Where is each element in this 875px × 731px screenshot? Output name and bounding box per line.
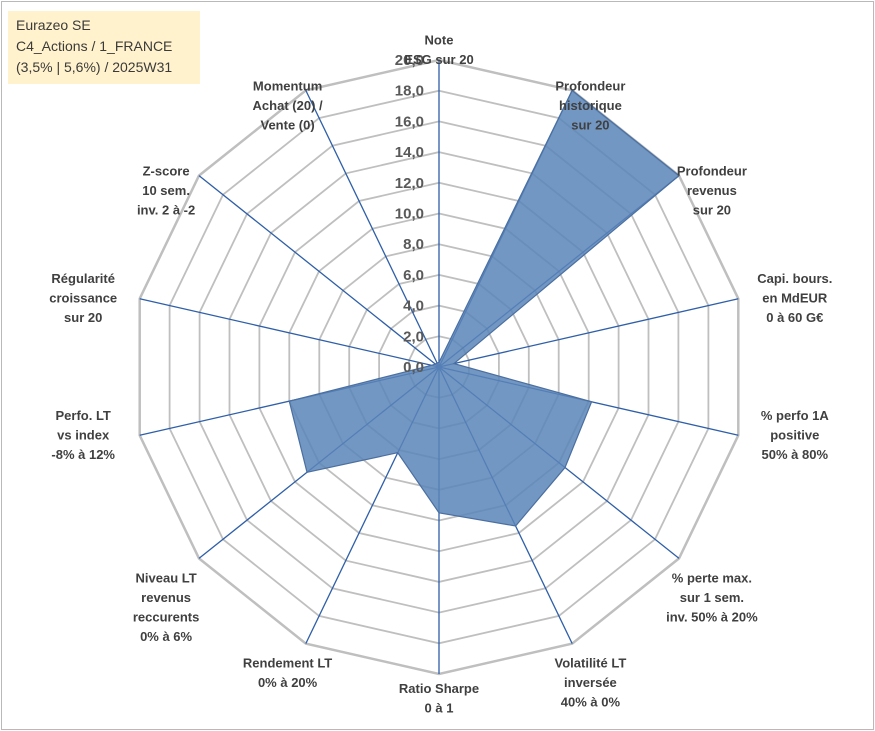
axis-label: Ratio Sharpe 0 à 1 xyxy=(399,681,479,716)
tick-label: 16,0 xyxy=(395,113,424,130)
axis-spoke xyxy=(438,298,739,368)
axis-label-line: 40% à 0% xyxy=(561,695,621,710)
axis-label-line: vs index xyxy=(57,427,110,442)
axis-label-line: Profondeur xyxy=(555,78,625,93)
chart-title-box: Eurazeo SE C4_Actions / 1_FRANCE (3,5% |… xyxy=(8,11,200,84)
axis-label-line: revenus xyxy=(141,590,191,605)
axis-label-line: Vente (0) xyxy=(261,117,315,132)
axis-label-line: inv. 50% à 20% xyxy=(666,609,758,624)
axis-label-line: Niveau LT xyxy=(136,570,197,585)
axis-label-line: 0% à 6% xyxy=(140,629,192,644)
axis-label-line: Note xyxy=(425,32,454,47)
axis-label: Régularité croissance sur 20 xyxy=(49,271,117,325)
axis-label-line: sur 1 sem. xyxy=(680,590,744,605)
axis-label-layer: Note ESG sur 20 Profondeur historique sur 20… xyxy=(49,32,832,715)
tick-label: 12,0 xyxy=(395,175,424,192)
axis-label-line: revenus xyxy=(687,183,737,198)
series-layer xyxy=(288,89,680,527)
axis-label: Profondeur revenus sur 20 xyxy=(677,164,747,218)
axis-label: Profondeur historique sur 20 xyxy=(555,78,625,132)
axis-label: Momentum Achat (20) / Vente (0) xyxy=(253,78,323,132)
title-line-1: Eurazeo SE xyxy=(16,17,91,33)
axis-label-line: % perte max. xyxy=(672,570,752,585)
axis-label-line: Régularité xyxy=(51,271,115,286)
tick-label-layer: 0,0 2,0 4,0 6,0 8,0 10,0 12,0 14,0 16,0 18,0 20,0 xyxy=(395,52,424,376)
axis-label-line: Achat (20) / xyxy=(253,98,323,113)
axis-label: % perfo 1A positive 50% à 80% xyxy=(761,408,830,462)
axis-label-line: 50% à 80% xyxy=(762,447,829,462)
axis-label-line: 10 sem. xyxy=(142,183,190,198)
axis-label-line: 0% à 20% xyxy=(258,675,318,690)
axis-label-line: 0 à 60 G€ xyxy=(766,310,823,325)
axis-label-line: Z-score xyxy=(143,164,190,179)
axis-spoke xyxy=(198,175,440,368)
axis-label-line: en MdEUR xyxy=(762,291,828,306)
axis-label-line: Volatilité LT xyxy=(555,656,627,671)
tick-label: 2,0 xyxy=(403,328,424,345)
axis-label-line: Momentum xyxy=(253,78,322,93)
axis-label-line: -8% à 12% xyxy=(51,447,115,462)
axis-label-line: positive xyxy=(770,427,819,442)
axis-label-line: Profondeur xyxy=(677,164,747,179)
axis-label: Rendement LT 0% à 20% xyxy=(243,656,332,691)
axis-label: Niveau LT revenus reccurents 0% à 6% xyxy=(133,570,199,644)
axis-label-line: Ratio Sharpe xyxy=(399,681,479,696)
axis-label-line: Rendement LT xyxy=(243,656,332,671)
axis-label-line: historique xyxy=(559,98,622,113)
axis-label: % perte max. sur 1 sem. inv. 50% à 20% xyxy=(666,570,758,624)
axis-label-line: sur 20 xyxy=(64,310,102,325)
tick-label: 10,0 xyxy=(395,206,424,223)
series-area xyxy=(288,89,680,527)
axis-label: Volatilité LT inversée 40% à 0% xyxy=(555,656,627,710)
tick-label: 6,0 xyxy=(403,267,424,284)
axis-spoke xyxy=(305,90,440,368)
axis-label-line: croissance xyxy=(49,291,117,306)
axis-label: Z-score 10 sem. inv. 2 à -2 xyxy=(137,164,195,218)
axis-label-line: Capi. bours. xyxy=(757,271,832,286)
title-line-3: (3,5% | 5,6%) / 2025W31 xyxy=(16,59,173,75)
axis-label-line: 0 à 1 xyxy=(425,700,454,715)
tick-label: 20,0 xyxy=(395,52,424,69)
tick-label: 0,0 xyxy=(403,359,424,376)
axis-label: Note ESG sur 20 xyxy=(404,32,473,67)
axis-label: Capi. bours. en MdEUR 0 à 60 G€ xyxy=(757,271,832,325)
tick-label: 4,0 xyxy=(403,298,424,315)
axis-label-line: sur 20 xyxy=(571,117,609,132)
tick-label: 18,0 xyxy=(395,83,424,100)
tick-label: 14,0 xyxy=(395,144,424,161)
axis-label-line: Perfo. LT xyxy=(56,408,111,423)
axis-label-line: % perfo 1A xyxy=(761,408,830,423)
tick-label: 8,0 xyxy=(403,236,424,253)
axis-label-line: ESG sur 20 xyxy=(404,52,473,67)
axis-label: Perfo. LT vs index -8% à 12% xyxy=(51,408,115,462)
axis-label-line: inversée xyxy=(564,675,617,690)
title-line-2: C4_Actions / 1_FRANCE xyxy=(16,38,173,54)
axis-label-line: sur 20 xyxy=(693,203,731,218)
axis-spoke xyxy=(139,298,440,368)
axis-label-line: reccurents xyxy=(133,609,199,624)
axis-label-line: inv. 2 à -2 xyxy=(137,203,195,218)
